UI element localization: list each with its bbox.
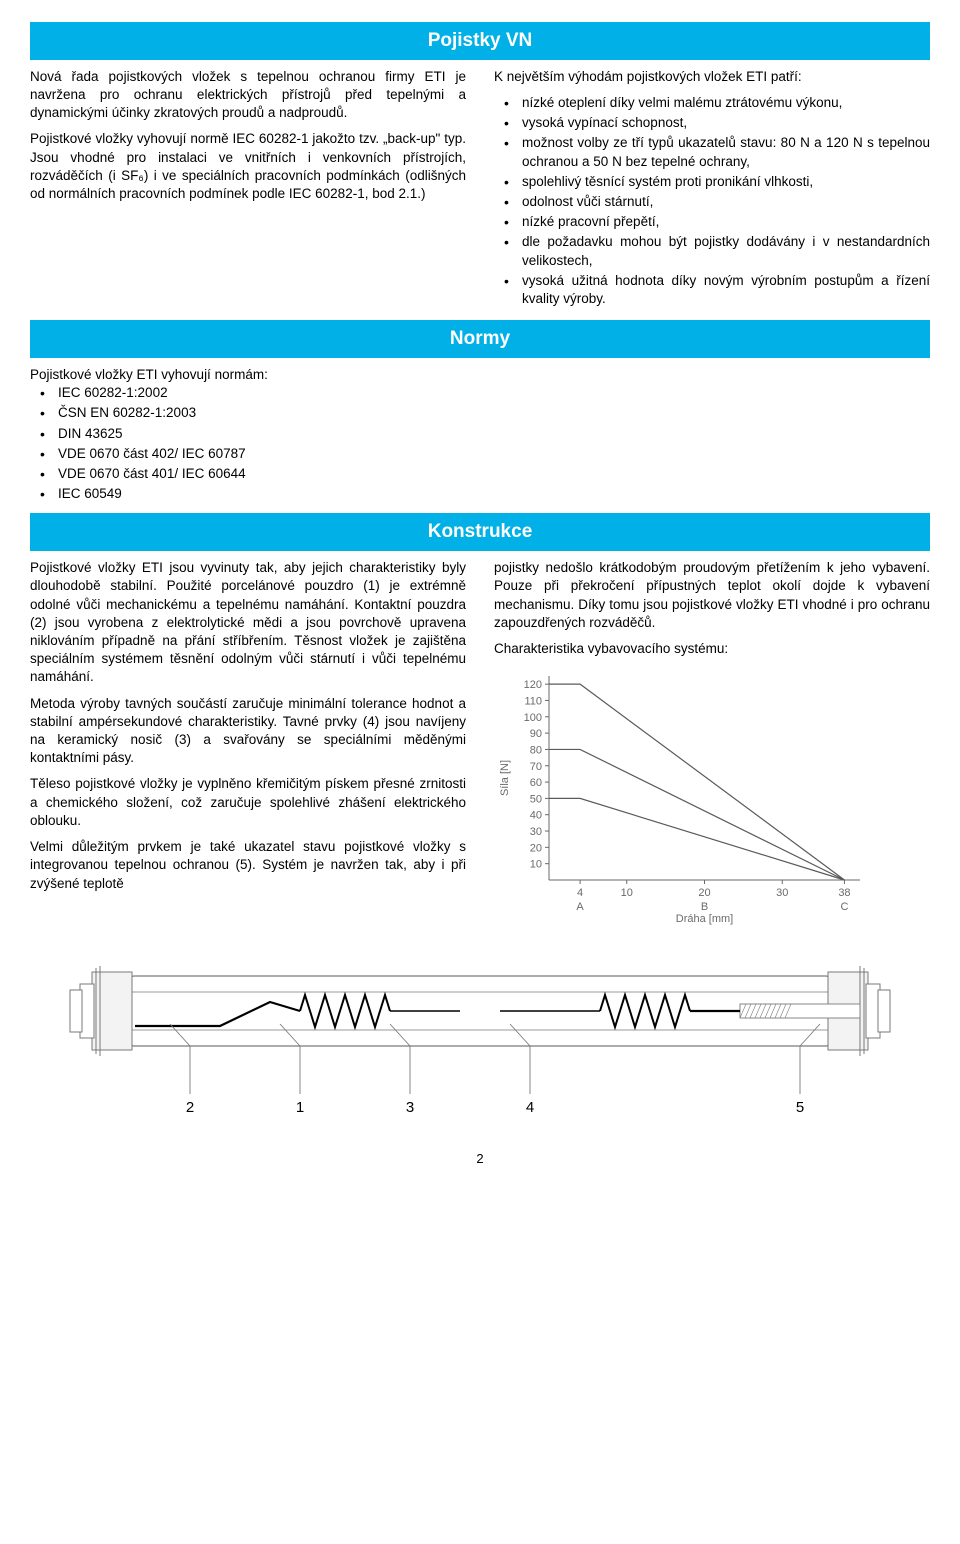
- section-banner-pojistky: Pojistky VN: [30, 22, 930, 60]
- svg-text:10: 10: [530, 859, 542, 871]
- svg-text:4: 4: [577, 887, 583, 899]
- svg-text:30: 30: [530, 826, 542, 838]
- advantages-item: odolnost vůči stárnutí,: [522, 193, 930, 211]
- advantages-lead: K největším výhodám pojistkových vložek …: [494, 68, 930, 86]
- svg-text:4: 4: [526, 1099, 534, 1116]
- advantages-item: spolehlivý těsnící systém proti pronikán…: [522, 173, 930, 191]
- svg-text:30: 30: [776, 887, 788, 899]
- svg-text:Dráha [mm]: Dráha [mm]: [676, 913, 733, 925]
- norms-list: IEC 60282-1:2002 ČSN EN 60282-1:2003 DIN 4…: [30, 384, 930, 503]
- advantages-item: nízké oteplení díky velmi malému ztrátov…: [522, 94, 930, 112]
- svg-text:110: 110: [524, 696, 542, 708]
- release-characteristic-chart: 10 20 30 40 50 60 70 80 90 100 110 120 4 A 10 20 B 30 38 C S…: [494, 666, 874, 926]
- svg-text:70: 70: [530, 761, 542, 773]
- norms-item: ČSN EN 60282-1:2003: [58, 404, 930, 422]
- norms-block: Pojistkové vložky ETI vyhovují normám: I…: [30, 366, 930, 504]
- intro-left-col: Nová řada pojistkových vložek s tepelnou…: [30, 68, 466, 311]
- page-number: 2: [30, 1150, 930, 1168]
- construction-paragraph: Pojistkové vložky ETI jsou vyvinuty tak,…: [30, 559, 466, 687]
- svg-text:60: 60: [530, 777, 542, 789]
- svg-text:2: 2: [186, 1099, 194, 1116]
- intro-right-col: K největším výhodám pojistkových vložek …: [494, 68, 930, 311]
- construction-right-col: pojistky nedošlo krátkodobým proudovým p…: [494, 559, 930, 936]
- svg-text:100: 100: [524, 712, 542, 724]
- construction-columns: Pojistkové vložky ETI jsou vyvinuty tak,…: [30, 559, 930, 936]
- intro-paragraph: Pojistkové vložky vyhovují normě IEC 602…: [30, 130, 466, 203]
- svg-text:Síla [N]: Síla [N]: [499, 760, 511, 796]
- construction-paragraph: pojistky nedošlo krátkodobým proudovým p…: [494, 559, 930, 632]
- svg-text:38: 38: [838, 887, 850, 899]
- svg-text:80: 80: [530, 745, 542, 757]
- svg-text:C: C: [840, 901, 848, 913]
- advantages-item: nízké pracovní přepětí,: [522, 213, 930, 231]
- svg-text:120: 120: [524, 679, 542, 691]
- advantages-item: možnost volby ze tří typů ukazatelů stav…: [522, 134, 930, 170]
- norms-item: IEC 60282-1:2002: [58, 384, 930, 402]
- construction-left-col: Pojistkové vložky ETI jsou vyvinuty tak,…: [30, 559, 466, 936]
- svg-text:40: 40: [530, 810, 542, 822]
- norms-item: IEC 60549: [58, 485, 930, 503]
- svg-text:B: B: [701, 901, 708, 913]
- svg-text:20: 20: [530, 843, 542, 855]
- fuse-cross-section-diagram: 2 1 3 4 5: [40, 954, 920, 1124]
- norms-item: VDE 0670 část 401/ IEC 60644: [58, 465, 930, 483]
- svg-text:90: 90: [530, 728, 542, 740]
- advantages-list: nízké oteplení díky velmi malému ztrátov…: [494, 94, 930, 308]
- svg-text:50: 50: [530, 794, 542, 806]
- chart-caption: Charakteristika vybavovacího systému:: [494, 640, 930, 658]
- norms-lead: Pojistkové vložky ETI vyhovují normám:: [30, 366, 930, 384]
- section-banner-konstrukce: Konstrukce: [30, 513, 930, 551]
- svg-text:5: 5: [796, 1099, 804, 1116]
- intro-paragraph: Nová řada pojistkových vložek s tepelnou…: [30, 68, 466, 123]
- construction-paragraph: Těleso pojistkové vložky je vyplněno kře…: [30, 775, 466, 830]
- intro-columns: Nová řada pojistkových vložek s tepelnou…: [30, 68, 930, 311]
- svg-text:1: 1: [296, 1099, 304, 1116]
- construction-paragraph: Metoda výroby tavných součástí zaručuje …: [30, 695, 466, 768]
- svg-text:20: 20: [698, 887, 710, 899]
- norms-item: DIN 43625: [58, 425, 930, 443]
- advantages-item: vysoká užitná hodnota díky novým výrobní…: [522, 272, 930, 308]
- svg-text:3: 3: [406, 1099, 414, 1116]
- norms-item: VDE 0670 část 402/ IEC 60787: [58, 445, 930, 463]
- construction-paragraph: Velmi důležitým prvkem je také ukazatel …: [30, 838, 466, 893]
- svg-text:A: A: [576, 901, 584, 913]
- advantages-item: vysoká vypínací schopnost,: [522, 114, 930, 132]
- section-banner-normy: Normy: [30, 320, 930, 358]
- svg-text:10: 10: [621, 887, 633, 899]
- advantages-item: dle požadavku mohou být pojistky dodáván…: [522, 233, 930, 269]
